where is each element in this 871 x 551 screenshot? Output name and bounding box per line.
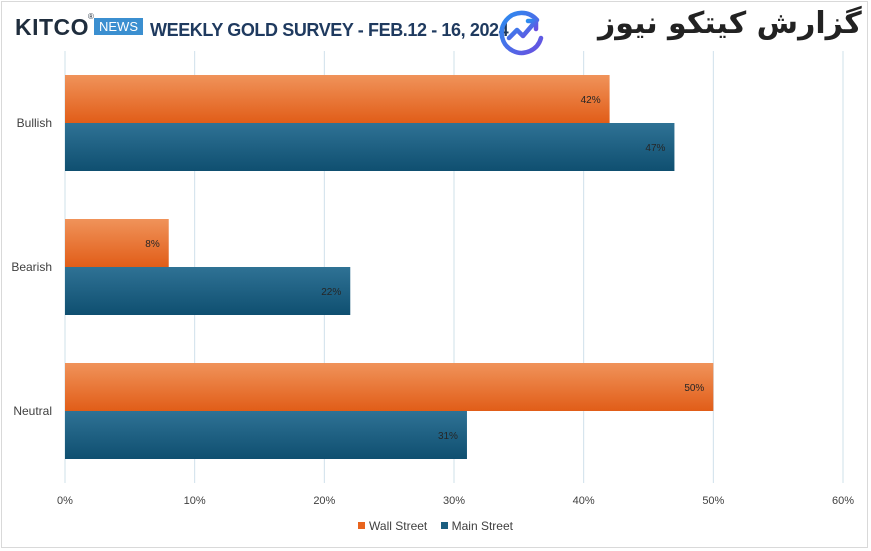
kitco-registered-mark: ® — [88, 12, 94, 21]
category-label: Bullish — [17, 116, 52, 130]
x-tick-label: 60% — [832, 495, 854, 507]
x-tick-label: 40% — [573, 495, 595, 507]
news-badge: NEWS — [94, 18, 143, 35]
bar-main-street-bullish — [65, 123, 675, 171]
kitco-logo: KITCO — [15, 14, 90, 40]
bar-wall-street-neutral — [65, 363, 714, 411]
header: KITCO ® NEWS WEEKLY GOLD SURVEY - FEB.12… — [0, 0, 871, 60]
legend-label-wall-street: Wall Street — [369, 519, 428, 533]
x-tick-label: 50% — [702, 495, 724, 507]
bar-main-street-bearish — [65, 267, 351, 315]
legend-item-wall-street: Wall Street — [358, 519, 427, 533]
data-label: 31% — [438, 431, 458, 442]
legend-item-main-street: Main Street — [440, 519, 513, 533]
data-label: 22% — [321, 287, 341, 298]
category-label: Neutral — [13, 404, 52, 418]
category-label: Bearish — [11, 260, 52, 274]
bar-main-street-neutral — [65, 411, 467, 459]
legend: Wall Street Main Street — [0, 519, 871, 537]
data-label: 50% — [684, 383, 704, 394]
legend-swatch-main-street — [440, 522, 448, 529]
legend-label-main-street: Main Street — [451, 519, 513, 533]
data-label: 42% — [581, 95, 601, 106]
x-tick-label: 30% — [443, 495, 465, 507]
x-tick-label: 20% — [313, 495, 335, 507]
data-label: 47% — [645, 143, 665, 154]
data-label: 8% — [145, 239, 160, 250]
x-tick-label: 10% — [184, 495, 206, 507]
trend-chart-icon — [499, 10, 544, 56]
x-tick-label: 0% — [57, 495, 73, 507]
survey-title: WEEKLY GOLD SURVEY - FEB.12 - 16, 2024 — [150, 20, 509, 40]
legend-swatch-wall-street — [358, 522, 366, 529]
brand-text: گزارش کیتکو نیوز — [598, 6, 862, 41]
bar-wall-street-bullish — [65, 75, 610, 123]
bar-wall-street-bearish — [65, 219, 169, 267]
